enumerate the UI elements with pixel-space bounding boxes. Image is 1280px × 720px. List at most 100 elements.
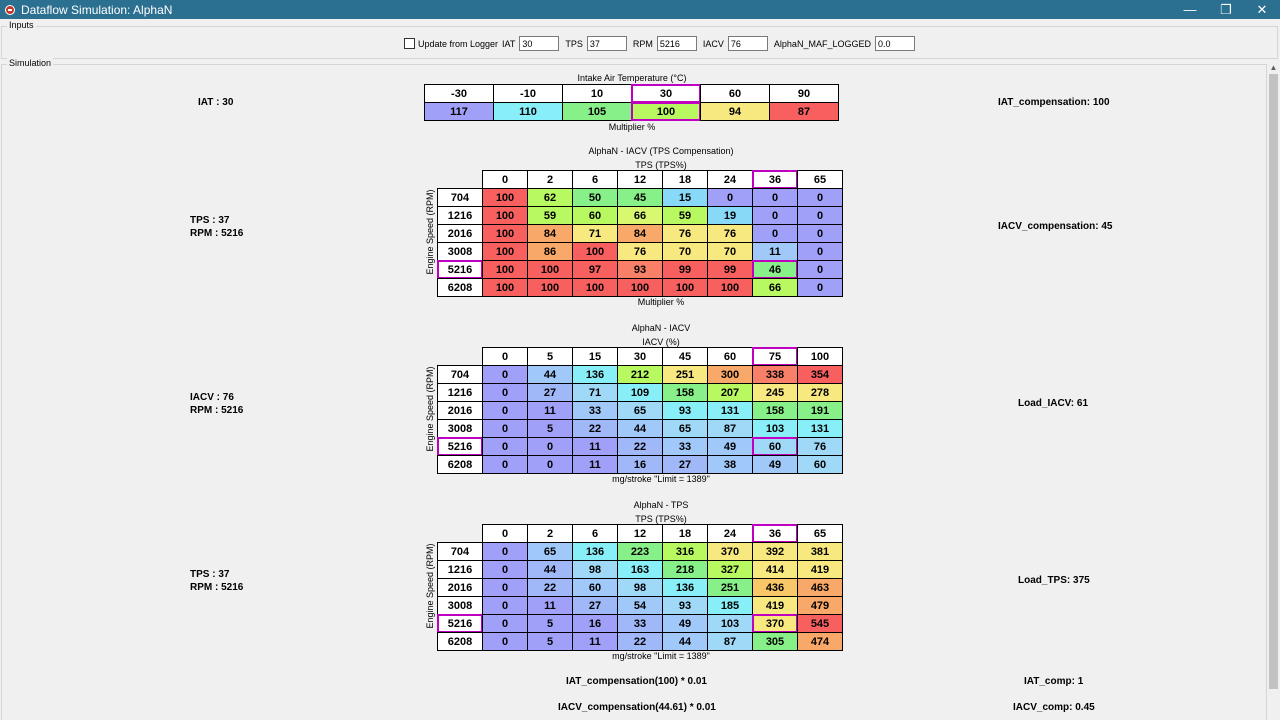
iat-header-cell: 90 (769, 84, 839, 103)
table-cell: 15 (662, 188, 708, 207)
column-header: 0 (482, 347, 528, 366)
row-header: 6208 (437, 455, 483, 474)
table-cell: 33 (572, 401, 618, 420)
iat-value-cell: 105 (562, 102, 632, 121)
iacv-map-left-line2: RPM : 5216 (190, 405, 244, 416)
table-cell: 0 (797, 260, 843, 279)
column-header: 36 (752, 524, 798, 543)
maximize-button[interactable]: ❐ (1208, 0, 1244, 19)
tps-label: TPS (565, 38, 583, 49)
iat-input[interactable] (519, 36, 560, 51)
vertical-scrollbar[interactable]: ▲ (1267, 61, 1280, 720)
rpm-label: RPM (632, 38, 653, 49)
iat-header-cell: 10 (562, 84, 632, 103)
column-header: 36 (752, 170, 798, 189)
table-cell: 11 (572, 455, 618, 474)
table-cell: 338 (752, 365, 798, 384)
table-cell: 46 (752, 260, 798, 279)
column-header: 24 (707, 170, 753, 189)
table-cell: 87 (707, 419, 753, 438)
table-cell: 99 (662, 260, 708, 279)
table-cell: 5 (527, 419, 573, 438)
iat-value-cell: 117 (424, 102, 494, 121)
iat-compensation-readout: IAT_compensation: 100 (998, 97, 1110, 108)
column-header: 75 (752, 347, 798, 366)
column-header: 6 (572, 170, 618, 189)
tps-map-ylabel: Engine Speed (RPM) (425, 543, 435, 629)
table-cell: 163 (617, 560, 663, 579)
table-cell: 278 (797, 383, 843, 402)
table-cell: 436 (752, 578, 798, 597)
iat-header-cell: 60 (700, 84, 770, 103)
table-cell: 251 (707, 578, 753, 597)
table-cell: 327 (707, 560, 753, 579)
table-cell: 0 (482, 542, 528, 561)
table-cell: 22 (617, 437, 663, 456)
maf-input[interactable] (874, 36, 915, 51)
table-cell: 100 (572, 242, 618, 261)
table-cell: 76 (797, 437, 843, 456)
iat-label: IAT (502, 38, 516, 49)
table-cell: 0 (482, 632, 528, 651)
tps-map-title: AlphaN - TPS (633, 500, 689, 510)
tps-map-table: 0 2 6 12 18 24 36 65 704 0 65 136 223 316 370 392 381 121… (437, 524, 843, 651)
restore-icon: ❐ (1220, 1, 1232, 17)
close-button[interactable]: ✕ (1244, 0, 1280, 19)
maf-label: AlphaN_MAF_LOGGED (773, 38, 871, 49)
table-cell: 0 (482, 560, 528, 579)
row-header: 704 (437, 188, 483, 207)
simulation-group: Simulation (1, 58, 1267, 720)
iacv-map-left-line1: IACV : 76 (190, 392, 234, 403)
table-cell: 131 (797, 419, 843, 438)
update-from-logger-checkbox[interactable] (404, 38, 415, 49)
iacv-map-right-readout: Load_IACV: 61 (1018, 398, 1089, 409)
tps-map-footer: mg/stroke "Limit = 1389" (612, 651, 710, 661)
table-cell: 16 (572, 614, 618, 633)
table-cell: 103 (752, 419, 798, 438)
tps-comp-subtitle: TPS (TPS%) (635, 160, 687, 170)
inputs-group-label: Inputs (7, 20, 36, 30)
iacv-label: IACV (702, 38, 724, 49)
table-cell: 22 (572, 419, 618, 438)
table-cell: 27 (572, 596, 618, 615)
iat-header-cell: -10 (493, 84, 563, 103)
table-cell: 479 (797, 596, 843, 615)
minimize-button[interactable]: — (1172, 0, 1208, 19)
table-cell: 100 (482, 260, 528, 279)
table-corner (438, 348, 483, 366)
column-header: 0 (482, 170, 528, 189)
table-cell: 66 (752, 278, 798, 297)
iat-value-cell: 100 (631, 102, 701, 121)
table-cell: 93 (662, 401, 708, 420)
table-cell: 65 (617, 401, 663, 420)
table-cell: 65 (662, 419, 708, 438)
rpm-input[interactable] (656, 36, 697, 51)
table-cell: 60 (797, 455, 843, 474)
table-corner (438, 171, 483, 189)
scrollbar-thumb[interactable] (1269, 74, 1278, 689)
iacv-map-footer: mg/stroke "Limit = 1389" (612, 474, 710, 484)
table-cell: 251 (662, 365, 708, 384)
table-cell: 158 (752, 401, 798, 420)
table-cell: 65 (527, 542, 573, 561)
column-header: 65 (797, 524, 843, 543)
iacv-input[interactable] (727, 36, 768, 51)
table-cell: 100 (482, 224, 528, 243)
table-cell: 49 (752, 455, 798, 474)
iat-table: -30 -10 10 30 60 90 117 110 105 100 94 87 (424, 84, 839, 121)
table-cell: 463 (797, 578, 843, 597)
iat-readout: IAT : 30 (198, 97, 234, 108)
scroll-up-icon[interactable]: ▲ (1269, 63, 1278, 72)
table-cell: 0 (707, 188, 753, 207)
table-cell: 62 (527, 188, 573, 207)
table-cell: 109 (617, 383, 663, 402)
table-cell: 0 (482, 437, 528, 456)
table-cell: 16 (617, 455, 663, 474)
table-cell: 212 (617, 365, 663, 384)
table-cell: 49 (707, 437, 753, 456)
table-cell: 54 (617, 596, 663, 615)
tps-map-subtitle: TPS (TPS%) (635, 514, 687, 524)
tps-input[interactable] (586, 36, 627, 51)
table-cell: 100 (482, 242, 528, 261)
table-cell: 93 (662, 596, 708, 615)
